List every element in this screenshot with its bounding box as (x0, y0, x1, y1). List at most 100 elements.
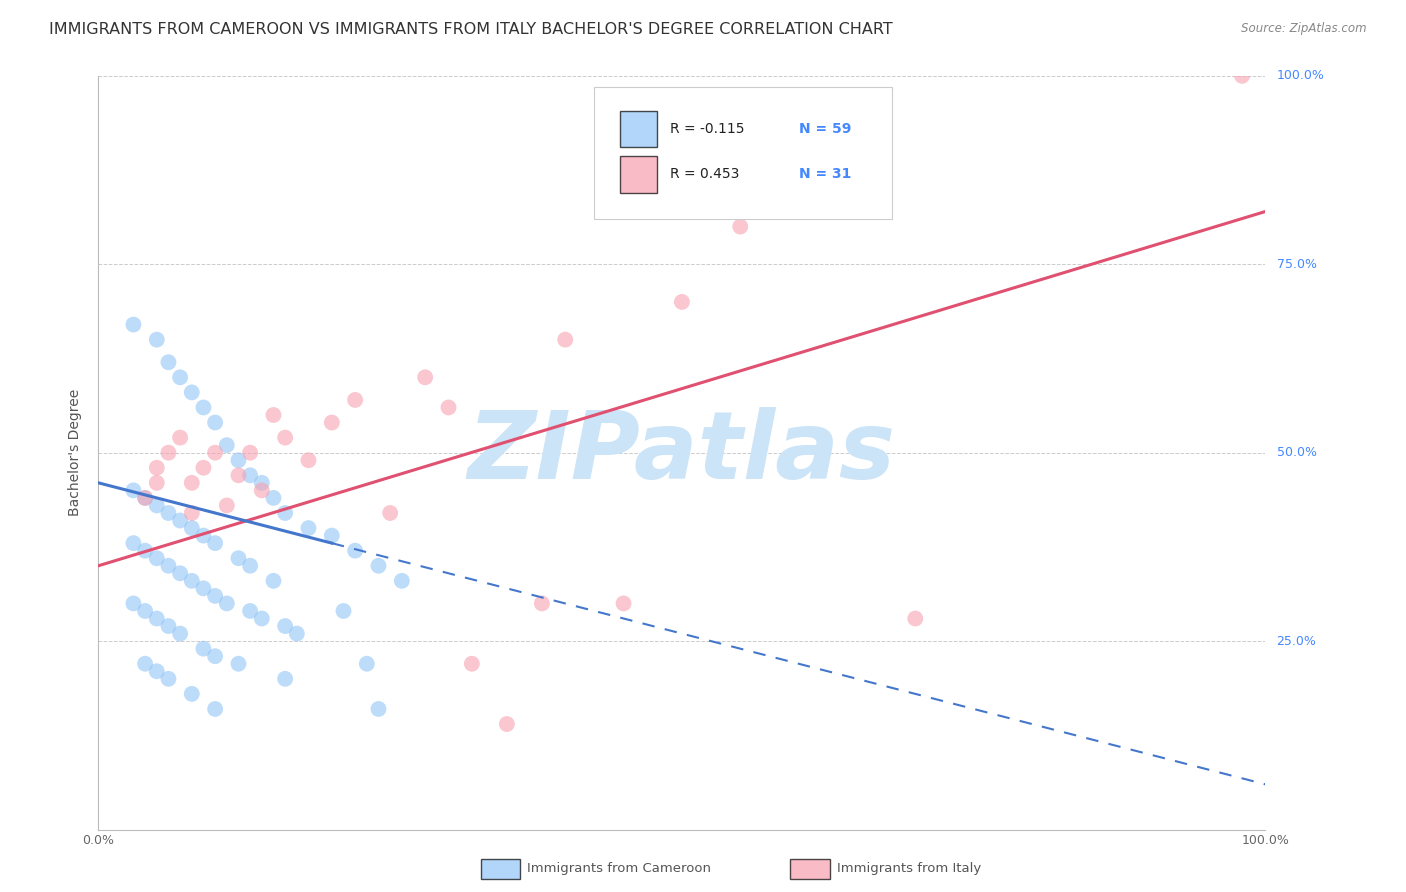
Point (122, 536, 145, 550)
Text: Immigrants from Cameroon: Immigrants from Cameroon (527, 863, 711, 875)
Text: IMMIGRANTS FROM CAMEROON VS IMMIGRANTS FROM ITALY BACHELOR'S DEGREE CORRELATION : IMMIGRANTS FROM CAMEROON VS IMMIGRANTS F… (49, 22, 893, 37)
Point (321, 416, 343, 430)
Text: Immigrants from Italy: Immigrants from Italy (837, 863, 981, 875)
Text: R = -0.115: R = -0.115 (671, 121, 745, 136)
Text: 25.0%: 25.0% (1277, 634, 1316, 648)
Point (344, 543, 367, 558)
Y-axis label: Bachelor's Degree: Bachelor's Degree (69, 389, 83, 516)
Point (274, 619, 297, 633)
Point (193, 460, 215, 475)
Point (380, 506, 402, 520)
Point (193, 401, 215, 415)
Point (274, 672, 297, 686)
Point (193, 641, 215, 656)
Point (250, 475, 273, 490)
Point (169, 626, 191, 640)
Point (787, 182, 810, 196)
Point (356, 657, 378, 671)
Point (134, 543, 156, 558)
Point (554, 333, 576, 347)
Point (391, 574, 413, 588)
Point (215, 596, 238, 610)
Point (321, 528, 343, 542)
Point (262, 491, 284, 505)
Text: ZIPatlas: ZIPatlas (468, 407, 896, 499)
Point (193, 582, 215, 596)
Text: 100.0%: 100.0% (1277, 70, 1324, 82)
Point (180, 475, 202, 490)
Point (671, 294, 693, 310)
Point (180, 385, 202, 400)
Point (1230, 69, 1253, 83)
Point (367, 558, 389, 573)
Text: 75.0%: 75.0% (1277, 258, 1316, 271)
Point (437, 401, 460, 415)
Point (239, 468, 262, 483)
Point (239, 445, 262, 460)
Point (134, 491, 156, 505)
Point (530, 596, 553, 610)
Point (204, 536, 226, 550)
Point (239, 558, 262, 573)
Point (146, 460, 169, 475)
Point (262, 408, 284, 422)
Point (146, 665, 169, 679)
Point (612, 596, 634, 610)
Point (730, 219, 752, 234)
Point (180, 506, 202, 520)
Point (122, 318, 145, 332)
Point (250, 483, 273, 498)
Point (204, 702, 226, 716)
Point (496, 717, 519, 731)
Text: R = 0.453: R = 0.453 (671, 167, 740, 181)
Point (134, 657, 156, 671)
FancyBboxPatch shape (620, 156, 658, 193)
FancyBboxPatch shape (595, 87, 891, 219)
Point (169, 514, 191, 528)
Point (157, 445, 180, 460)
Point (204, 416, 226, 430)
Point (413, 370, 436, 384)
Point (169, 370, 191, 384)
Point (146, 333, 169, 347)
Point (297, 521, 319, 535)
Point (204, 649, 226, 664)
Point (215, 438, 238, 452)
Point (239, 604, 262, 618)
Point (157, 355, 180, 369)
Point (367, 702, 389, 716)
Point (169, 431, 191, 445)
Point (180, 687, 202, 701)
Point (228, 551, 250, 566)
Point (204, 589, 226, 603)
Point (228, 468, 250, 483)
Point (274, 431, 297, 445)
Point (180, 574, 202, 588)
Point (193, 528, 215, 542)
Point (134, 491, 156, 505)
Point (250, 611, 273, 625)
Point (157, 619, 180, 633)
Point (169, 566, 191, 581)
Point (157, 672, 180, 686)
Point (285, 626, 308, 640)
Point (274, 506, 297, 520)
Point (122, 483, 145, 498)
Point (146, 611, 169, 625)
Point (180, 521, 202, 535)
Text: N = 59: N = 59 (799, 121, 851, 136)
Point (146, 551, 169, 566)
Text: N = 31: N = 31 (799, 167, 851, 181)
Point (332, 604, 354, 618)
Point (344, 392, 367, 407)
Text: 50.0%: 50.0% (1277, 446, 1316, 459)
Point (228, 657, 250, 671)
Point (215, 499, 238, 513)
Point (134, 604, 156, 618)
Point (146, 499, 169, 513)
Point (297, 453, 319, 467)
Point (904, 611, 927, 625)
Point (157, 506, 180, 520)
Point (204, 445, 226, 460)
Point (461, 657, 484, 671)
